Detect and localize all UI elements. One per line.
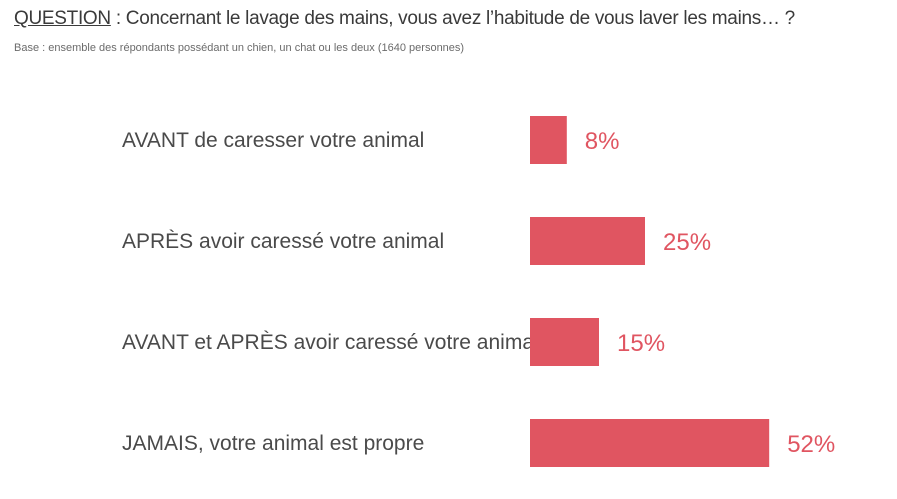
category-label: AVANT de caresser votre animal xyxy=(122,129,424,152)
bar xyxy=(530,217,645,265)
category-label: AVANT et APRÈS avoir caressé votre anima… xyxy=(122,331,539,354)
question-title: QUESTION : Concernant le lavage des main… xyxy=(14,8,795,30)
value-label: 25% xyxy=(663,229,711,256)
value-label: 52% xyxy=(787,431,835,458)
question-text: Concernant le lavage des mains, vous ave… xyxy=(125,8,795,29)
bar xyxy=(530,419,770,467)
value-label: 8% xyxy=(585,128,620,155)
value-label: 15% xyxy=(617,330,665,357)
bar xyxy=(530,318,599,366)
bar xyxy=(530,116,567,164)
question-keyword: QUESTION xyxy=(14,8,111,29)
base-note: Base : ensemble des répondants possédant… xyxy=(14,42,465,54)
category-label: JAMAIS, votre animal est propre xyxy=(122,432,424,455)
question-separator: : xyxy=(110,8,126,29)
category-label: APRÈS avoir caressé votre animal xyxy=(122,230,444,253)
